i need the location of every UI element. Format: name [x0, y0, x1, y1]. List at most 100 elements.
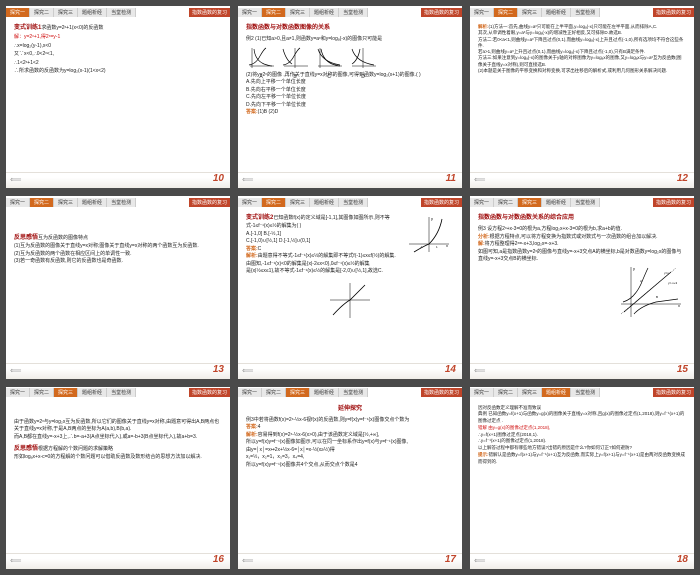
svg-text:1: 1: [436, 245, 438, 249]
back-icon[interactable]: ⟸: [474, 556, 485, 565]
tab-5[interactable]: 当堂检测: [571, 388, 600, 397]
tab-4[interactable]: 题组析经: [542, 8, 571, 17]
slide-header: 探究一 探究二 探究三 题组析经 当堂检测 指数函数的复习: [470, 6, 694, 18]
tab-4[interactable]: 题组析经: [542, 198, 571, 207]
tab-1[interactable]: 探究一: [6, 388, 30, 397]
svg-text:-1: -1: [420, 245, 423, 249]
back-icon[interactable]: ⟸: [10, 175, 21, 184]
tab-bar: 探究一 探究二 探究三 题组析经 当堂检测: [6, 198, 189, 207]
label-b: B: [280, 74, 310, 82]
tab-1[interactable]: 探究一: [6, 8, 30, 17]
tab-5[interactable]: 当堂检测: [571, 8, 600, 17]
tab-bar: 探究一 探究二 探究三 题组析经 当堂检测: [238, 8, 421, 17]
tab-2[interactable]: 探究二: [494, 198, 518, 207]
tab-3[interactable]: 探究三: [286, 198, 310, 207]
tab-1[interactable]: 探究一: [470, 198, 494, 207]
slide-content: 指数函数与对数函数关系的综合应用 例3 设方程2ˣ+x-3=0的根为a,方程lo…: [470, 208, 694, 362]
tab-1[interactable]: 探究一: [238, 388, 262, 397]
back-icon[interactable]: ⟸: [474, 366, 485, 375]
tab-bar: 探究一 探究二 探究三 题组析经 当堂检测: [470, 198, 653, 207]
line: 解：y=2ˣ+1,得2ˣ=y-1: [14, 34, 222, 42]
banner: 指数函数的复习: [189, 388, 230, 397]
svg-text:x: x: [678, 303, 680, 308]
tab-4[interactable]: 题组析经: [78, 198, 107, 207]
chart-d: D: [348, 46, 378, 70]
tab-4[interactable]: 题组析经: [310, 388, 339, 397]
slide-13: 探究一 探究二 探究三 题组析经 当堂检测 指数函数的复习 反思感悟互为反函数的…: [6, 196, 230, 378]
heading: 指数函数与对数函数关系的综合应用: [478, 214, 686, 223]
page-number: 10: [213, 173, 224, 184]
tab-5[interactable]: 当堂检测: [339, 388, 368, 397]
page-number: 11: [446, 173, 456, 184]
tab-1[interactable]: 探究一: [470, 8, 494, 17]
answer-label: 答案:: [246, 246, 258, 252]
back-icon[interactable]: ⟸: [474, 175, 485, 184]
line: ∴1<2ˣ+1<2: [14, 60, 222, 68]
tab-1[interactable]: 探究一: [470, 388, 494, 397]
tab-3[interactable]: 探究三: [518, 198, 542, 207]
tab-5[interactable]: 当堂检测: [339, 8, 368, 17]
exercise-title: 变式训练2: [246, 215, 273, 221]
tab-2[interactable]: 探究二: [494, 388, 518, 397]
tab-2[interactable]: 探究二: [262, 388, 286, 397]
example-text: 例3中若将函数f(x)=2ˣ-½x-6视f(x)的反函数,则y=f(x)y=f⁻…: [246, 417, 454, 425]
slide-content: 延伸探究 例3中若将函数f(x)=2ˣ-½x-6视f(x)的反函数,则y=f(x…: [238, 399, 462, 553]
tab-2[interactable]: 探究二: [30, 388, 54, 397]
tab-2[interactable]: 探究二: [262, 198, 286, 207]
tab-3[interactable]: 探究三: [286, 8, 310, 17]
reflect-body: 形如logₐx+x-c=0的方程解的个数问题可以借助反函数及数形结合的思想方法加…: [14, 454, 222, 462]
banner: 指数函数的复习: [421, 388, 462, 397]
slide-14: 探究一 探究二 探究三 题组析经 当堂检测 指数函数的复习 xy-11 变式训练…: [238, 196, 462, 378]
solve-label: 解析:: [478, 24, 489, 29]
tab-2[interactable]: 探究二: [30, 198, 54, 207]
tab-4[interactable]: 题组析经: [78, 8, 107, 17]
tab-5[interactable]: 当堂检测: [107, 8, 136, 17]
slide-content: 解析:(1)方法一:首先,曲线y=aˣ只可能在上半平面,y=logₐ(-x)只可…: [470, 18, 694, 172]
tab-3[interactable]: 探究三: [518, 388, 542, 397]
tab-3[interactable]: 探究三: [54, 388, 78, 397]
svg-text:B: B: [656, 295, 658, 299]
tab-3[interactable]: 探究三: [54, 8, 78, 17]
tab-3[interactable]: 探究三: [54, 198, 78, 207]
tab-4[interactable]: 题组析经: [542, 388, 571, 397]
tab-1[interactable]: 探究一: [6, 198, 30, 207]
hint-text: 错解认是函数y=f(x+1)与y=f⁻¹(x+1)互为反函数,而实际上y=f(x…: [478, 452, 685, 464]
page-number: 14: [445, 364, 456, 375]
slide-12: 探究一 探究二 探究三 题组析经 当堂检测 指数函数的复习 解析:(1)方法一:…: [470, 6, 694, 188]
tab-5[interactable]: 当堂检测: [107, 198, 136, 207]
back-icon[interactable]: ⟸: [10, 366, 21, 375]
tab-4[interactable]: 题组析经: [310, 198, 339, 207]
tab-3[interactable]: 探究三: [518, 8, 542, 17]
analyze-text: 根据方程特点,可以将方程变换为指数式或对数式与一次函数的组合加以解决.: [490, 234, 658, 240]
inline-chart: xy-11: [404, 214, 454, 254]
tab-2[interactable]: 探究二: [262, 8, 286, 17]
tab-5[interactable]: 当堂检测: [339, 198, 368, 207]
page-number: 16: [213, 554, 224, 565]
tab-5[interactable]: 当堂检测: [571, 198, 600, 207]
solve-line: 所以y=f(x)y=f⁻¹(x)图像如图示,可以在同一坐标系作出y=f(x)与y…: [246, 439, 454, 447]
chart-c: C: [314, 46, 344, 70]
tab-4[interactable]: 题组析经: [310, 8, 339, 17]
label-c: C: [314, 74, 344, 82]
tab-1[interactable]: 探究一: [238, 8, 262, 17]
solve-text: 由题意得不等式-1≤f⁻¹(x)≤½的解集即不等式f(-1)≤x≤f(½)的解集…: [258, 253, 396, 259]
tab-2[interactable]: 探究二: [30, 8, 54, 17]
answer-label: 答案:: [246, 109, 258, 115]
tab-4[interactable]: 题组析经: [78, 388, 107, 397]
slide-header: 探究一 探究二 探究三 题组析经 当堂检测 指数函数的复习: [470, 196, 694, 208]
back-icon[interactable]: ⟸: [242, 175, 253, 184]
back-icon[interactable]: ⟸: [242, 556, 253, 565]
back-icon[interactable]: ⟸: [242, 366, 253, 375]
line: 方法三:如果注意到y=logₐ(-x)的图像关于y轴的对称图像为y=logₐx的…: [478, 55, 686, 68]
slide-header: 探究一 探究二 探究三 题组析经 当堂检测 指数函数的复习: [470, 387, 694, 399]
footer: ⟸ 15: [470, 363, 694, 379]
svg-text:y=-x+3: y=-x+3: [668, 281, 678, 285]
back-icon[interactable]: ⟸: [10, 556, 21, 565]
tab-5[interactable]: 当堂检测: [107, 388, 136, 397]
banner: 指数函数的复习: [421, 8, 462, 17]
slide-17: 探究一 探究二 探究三 题组析经 当堂检测 指数函数的复习 延伸探究 例3中若将…: [238, 387, 462, 569]
tab-2[interactable]: 探究二: [494, 8, 518, 17]
tab-1[interactable]: 探究一: [238, 198, 262, 207]
page-number: 15: [677, 364, 688, 375]
tab-3[interactable]: 探究三: [286, 388, 310, 397]
